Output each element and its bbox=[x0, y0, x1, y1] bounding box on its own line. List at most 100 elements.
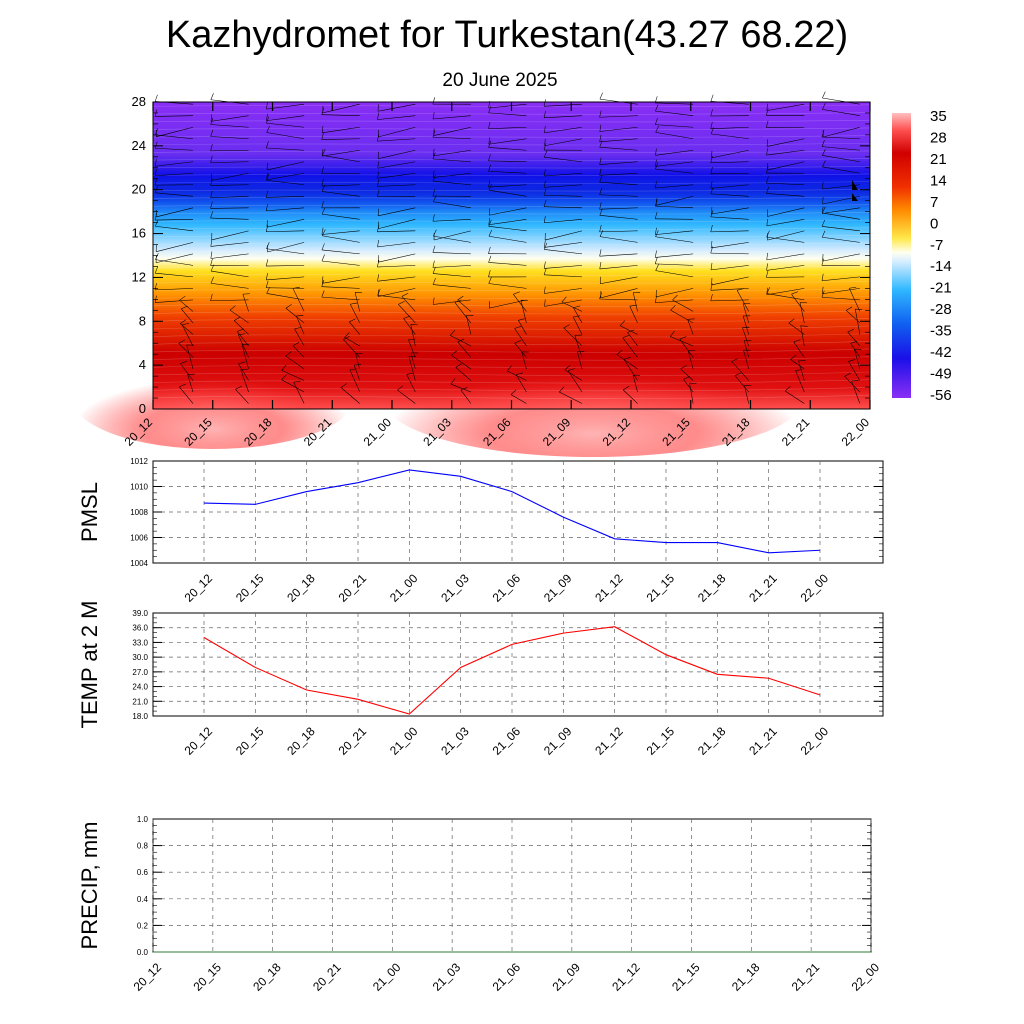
wind-barb bbox=[655, 205, 694, 209]
wind-barb-feather bbox=[821, 290, 825, 298]
colorbar-label: -14 bbox=[930, 258, 952, 275]
contour-line bbox=[152, 227, 871, 230]
wind-barb-feather bbox=[599, 202, 602, 210]
wind-barb-feather bbox=[235, 385, 242, 390]
wind-barb bbox=[766, 253, 805, 261]
wind-barb-feather bbox=[790, 354, 797, 360]
wind-barb-feather bbox=[599, 276, 602, 284]
wind-barb-feather bbox=[710, 121, 713, 129]
colorbar-label: 0 bbox=[930, 215, 938, 232]
wind-barb-feather bbox=[406, 372, 414, 375]
wind-barb bbox=[432, 265, 471, 268]
pmsl-y-axis-label: PMSL bbox=[77, 482, 102, 542]
contour-line bbox=[152, 288, 871, 292]
contour-line bbox=[152, 165, 871, 169]
temp-x-tick-label: 21_06 bbox=[490, 724, 524, 758]
wind-barb bbox=[798, 360, 805, 381]
wind-barb bbox=[800, 325, 805, 347]
wind-barb bbox=[767, 138, 805, 147]
wind-barb bbox=[788, 322, 805, 335]
wind-barb-feather bbox=[349, 318, 356, 322]
wind-barb bbox=[210, 196, 249, 199]
wind-barb bbox=[850, 343, 861, 358]
wind-barb-feather bbox=[266, 116, 270, 124]
temp-y-tick-label: 39.0 bbox=[132, 609, 148, 618]
wind-barb bbox=[432, 115, 471, 120]
wind-barb bbox=[655, 149, 694, 156]
wind-barb bbox=[281, 379, 305, 393]
wind-barb-feather bbox=[210, 251, 213, 259]
wind-barb-feather bbox=[237, 328, 244, 332]
wind-barb-feather bbox=[488, 154, 491, 161]
temp-x-tick-label: 21_12 bbox=[592, 724, 626, 758]
cross-section-y-tick-label: 24 bbox=[132, 138, 146, 153]
contour-line bbox=[152, 189, 871, 192]
wind-barb bbox=[544, 126, 583, 134]
wind-barb bbox=[544, 172, 583, 177]
wind-barb-feather bbox=[679, 336, 687, 340]
wind-barb bbox=[378, 253, 416, 263]
wind-barb-feather bbox=[655, 104, 659, 112]
wind-barb-feather bbox=[210, 201, 213, 209]
wind-barb bbox=[711, 242, 749, 249]
wind-barb-feather bbox=[377, 260, 380, 268]
wind-barb bbox=[710, 216, 749, 220]
wind-barb-feather bbox=[680, 365, 687, 370]
temp-x-tick-label: 21_03 bbox=[438, 724, 472, 758]
wind-barb bbox=[767, 230, 805, 241]
wind-barb-feather bbox=[559, 386, 565, 393]
wind-barb-feather bbox=[154, 141, 158, 149]
wind-barb bbox=[822, 288, 860, 294]
wind-barb bbox=[742, 327, 749, 347]
wind-barb bbox=[680, 368, 694, 381]
wind-barb bbox=[322, 149, 360, 157]
wind-barb bbox=[294, 328, 305, 347]
wind-barb bbox=[599, 236, 638, 243]
wind-barb bbox=[767, 207, 805, 217]
precip-y-tick-label: 0.4 bbox=[137, 895, 149, 904]
wind-barb-feather bbox=[683, 376, 690, 380]
wind-barb-feather bbox=[354, 364, 362, 366]
wind-barb bbox=[515, 374, 527, 393]
wind-barb-feather bbox=[788, 318, 795, 324]
wind-barb-feather bbox=[543, 180, 546, 188]
wind-barb bbox=[544, 138, 583, 147]
wind-barb bbox=[510, 394, 527, 404]
wind-barb bbox=[451, 355, 472, 370]
wind-barb-feather bbox=[710, 94, 714, 102]
wind-barb bbox=[791, 293, 805, 312]
wind-barb bbox=[455, 367, 472, 381]
wind-barb bbox=[322, 235, 360, 243]
wind-barb bbox=[599, 265, 638, 270]
wind-barb-feather bbox=[488, 106, 492, 113]
pmsl-x-tick-label: 21_21 bbox=[746, 571, 780, 605]
temp-y-tick-label: 33.0 bbox=[132, 638, 148, 647]
wind-barb-feather bbox=[377, 179, 380, 187]
wind-barb bbox=[340, 387, 360, 404]
wind-barb bbox=[433, 299, 471, 305]
contour-line bbox=[152, 265, 871, 269]
wind-barb bbox=[710, 184, 749, 189]
wind-barb bbox=[410, 352, 416, 370]
wind-barb-feather bbox=[432, 97, 436, 105]
contour-line bbox=[152, 104, 871, 107]
wind-barb bbox=[710, 193, 749, 197]
wind-barb bbox=[506, 370, 527, 381]
wind-barb-feather bbox=[377, 274, 379, 282]
contour-line bbox=[152, 173, 871, 177]
wind-barb bbox=[710, 230, 749, 233]
wind-barb bbox=[155, 147, 194, 151]
wind-barb-feather bbox=[599, 110, 602, 118]
wind-barb bbox=[711, 207, 749, 215]
wind-barb bbox=[822, 207, 860, 214]
wind-barb bbox=[432, 252, 471, 255]
wind-barb bbox=[488, 226, 527, 232]
wind-barb bbox=[599, 138, 638, 143]
wind-barb-feather bbox=[432, 112, 435, 120]
wind-barb-feather bbox=[844, 372, 851, 377]
wind-barb-feather bbox=[488, 246, 491, 254]
contour-line bbox=[152, 371, 871, 376]
wind-barb bbox=[520, 300, 527, 323]
wind-barb bbox=[766, 149, 805, 156]
wind-barb-feather bbox=[488, 180, 491, 188]
